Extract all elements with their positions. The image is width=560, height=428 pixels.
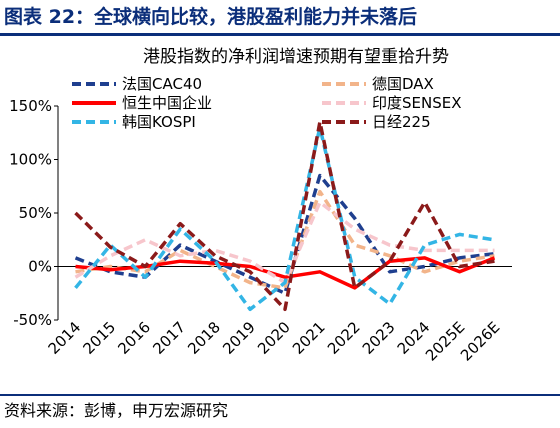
legend-label-2: 恒生中国企业 xyxy=(122,94,212,112)
y-tick-label: -50% xyxy=(13,311,52,329)
source-note: 资料来源：彭博，申万宏源研究 xyxy=(4,401,229,420)
y-tick-label: 150% xyxy=(9,97,52,115)
legend-label-5: 日经225 xyxy=(372,113,431,131)
series-lines xyxy=(74,120,496,312)
chart-title: 港股指数的净利润增速预期有望重拾升势 xyxy=(143,47,449,67)
title-rule xyxy=(0,33,560,36)
x-tick-label: 2022 xyxy=(324,318,364,358)
x-tick-label: 2015 xyxy=(79,318,119,358)
legend-label-3: 印度SENSEX xyxy=(372,94,462,112)
y-tick-label: 100% xyxy=(9,151,52,169)
series-line-4 xyxy=(74,125,495,312)
legend: 法国CAC40 德国DAX 恒生中国企业 印度SENSEX 韩国KOSPI 日经225 xyxy=(72,75,462,131)
legend-label-4: 韩国KOSPI xyxy=(122,113,196,131)
x-tick-label: 2021 xyxy=(289,318,329,358)
x-tick-label: 2017 xyxy=(149,318,189,358)
x-tick-label: 2018 xyxy=(184,318,224,358)
axes: -50%0%50%100%150%20142015201620172018201… xyxy=(9,97,512,365)
legend-label-0: 法国CAC40 xyxy=(122,75,202,93)
source-rule xyxy=(0,394,560,396)
x-tick-label: 2020 xyxy=(254,318,294,358)
y-tick-label: 0% xyxy=(28,258,52,276)
figure-title: 图表 22：全球横向比较，港股盈利能力并未落后 xyxy=(4,6,418,28)
series-line-1 xyxy=(75,189,495,290)
x-tick-label: 2019 xyxy=(219,318,259,358)
legend-label-1: 德国DAX xyxy=(372,75,434,93)
series-line-5 xyxy=(74,120,495,312)
x-tick-label: 2026E xyxy=(457,318,503,364)
x-tick-label: 2016 xyxy=(114,318,154,358)
x-tick-label: 2023 xyxy=(359,318,399,358)
line-chart: 港股指数的净利润增速预期有望重拾升势 -50%0%50%100%150%2014… xyxy=(9,47,512,365)
y-tick-label: 50% xyxy=(19,204,52,222)
